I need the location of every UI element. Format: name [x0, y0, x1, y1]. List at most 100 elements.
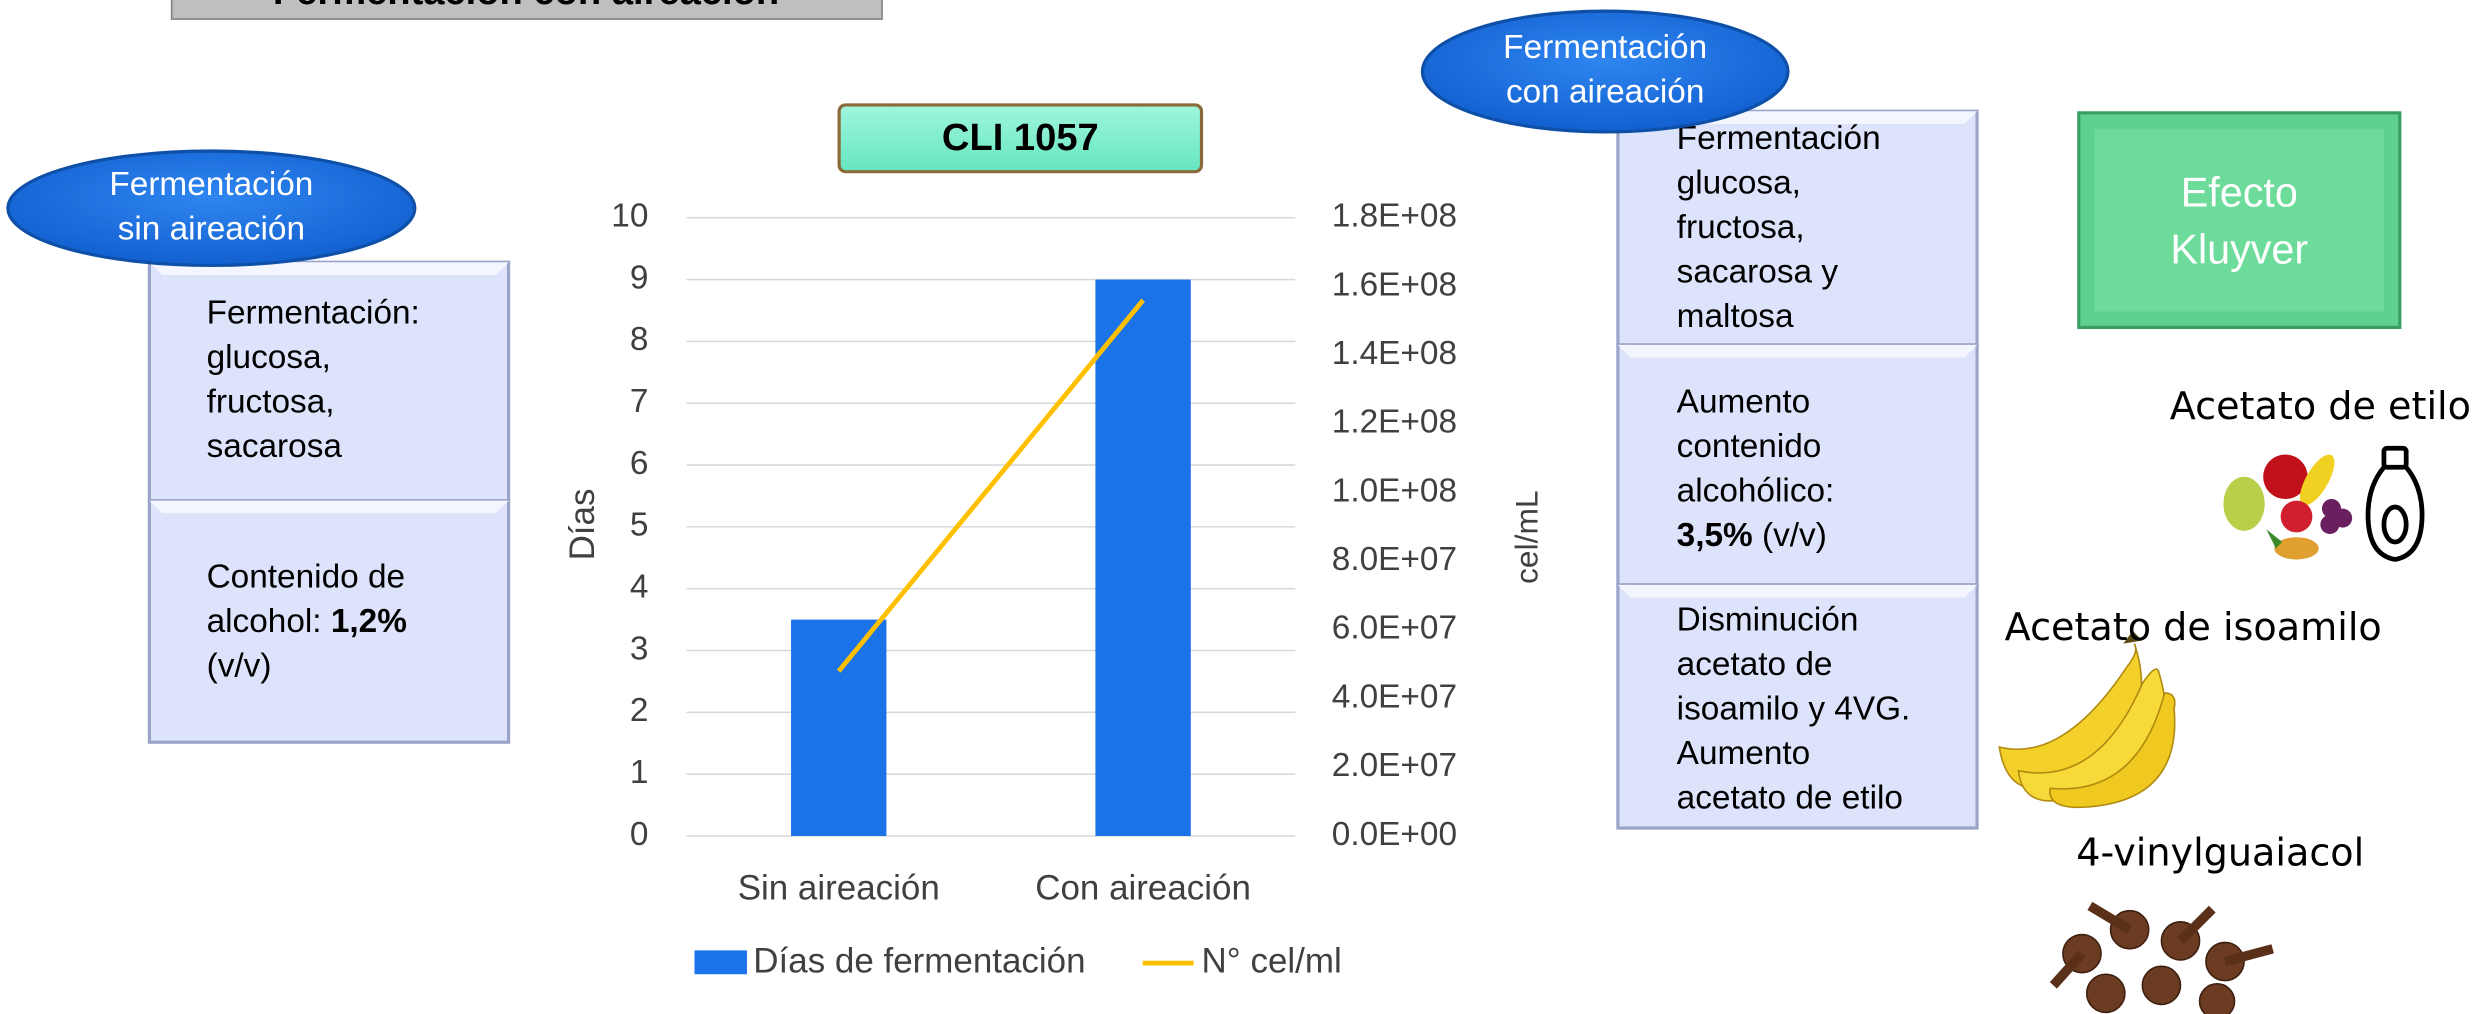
- text-run: alcohólico:: [1677, 473, 1835, 510]
- y2-tick-label: 0.0E+00: [1332, 816, 1457, 853]
- text-run: isoamilo y 4VG.: [1677, 690, 1911, 727]
- text-run: glucosa,: [207, 339, 331, 376]
- text-run: fructosa,: [1677, 209, 1805, 246]
- text-box: [1616, 109, 1979, 347]
- aroma-label: Acetato de etilo: [2170, 384, 2471, 428]
- text-run: sacarosa: [207, 428, 343, 465]
- kluyver-face: [2094, 128, 2384, 312]
- y2-tick-label: 1.4E+08: [1332, 335, 1457, 372]
- box-text: maltosa: [1677, 298, 1794, 335]
- box-text: contenido: [1677, 428, 1822, 465]
- text-run: alcohol:: [207, 603, 331, 640]
- text-run: glucosa,: [1677, 164, 1801, 201]
- text-run: sacarosa y: [1677, 253, 1839, 290]
- bar: [1095, 279, 1191, 836]
- box-text: Disminución: [1677, 601, 1859, 638]
- box-text: (v/v): [207, 647, 272, 684]
- aroma-label: 4-vinylguaiacol: [2076, 831, 2364, 875]
- box-text: alcohólico:: [1677, 473, 1835, 510]
- text-run: fructosa,: [207, 384, 335, 421]
- cloves-icon: [2049, 901, 2274, 1014]
- badge-text: Fermentación: [109, 166, 313, 203]
- y-tick-label: 10: [611, 198, 648, 235]
- text-run: acetato de etilo: [1677, 779, 1903, 816]
- y2-tick-label: 1.6E+08: [1332, 266, 1457, 303]
- y2-tick-label: 4.0E+07: [1332, 678, 1457, 715]
- text-run: contenido: [1677, 428, 1822, 465]
- box-bevel: [149, 500, 509, 514]
- y-tick-label: 9: [630, 259, 649, 296]
- y2-tick-label: 1.2E+08: [1332, 404, 1457, 441]
- text-run: maltosa: [1677, 298, 1794, 335]
- box-text: alcohol: 1,2%: [207, 603, 407, 640]
- text-run: Aumento: [1677, 735, 1811, 772]
- box-text: Fermentación: [1677, 120, 1881, 157]
- badge: [1420, 9, 1790, 134]
- text-run: Fermentación: [1677, 120, 1881, 157]
- text-run: acetato de: [1677, 646, 1833, 683]
- y-tick-label: 8: [630, 321, 649, 358]
- bottle-icon: [2365, 445, 2425, 562]
- badge-text: con aireación: [1506, 74, 1704, 111]
- x-tick-label: Sin aireación: [738, 868, 940, 907]
- box-text: Aumento: [1677, 384, 1811, 421]
- y2-tick-label: 2.0E+07: [1332, 747, 1457, 784]
- box-text: Fermentación:: [207, 295, 420, 332]
- y-tick-label: 5: [630, 507, 649, 544]
- fruit-icon: [2223, 454, 2353, 560]
- y2-tick-label: 1.8E+08: [1332, 198, 1457, 235]
- box-text: sacarosa: [207, 428, 343, 465]
- line: [836, 298, 1145, 673]
- y2-axis-label: cel/mL: [1508, 490, 1544, 584]
- slide-title: Fermentación con aireación: [273, 0, 779, 13]
- y2-tick-label: 1.0E+08: [1332, 472, 1457, 509]
- text-run: Disminución: [1677, 601, 1859, 638]
- box-text: glucosa,: [1677, 164, 1801, 201]
- chart-title: CLI 1057: [942, 116, 1099, 159]
- y-tick-label: 0: [630, 816, 649, 853]
- y-tick-label: 3: [630, 630, 649, 667]
- box-text: glucosa,: [207, 339, 331, 376]
- box-text: isoamilo y 4VG.: [1677, 690, 1911, 727]
- y-tick-label: 1: [630, 754, 649, 791]
- box-bevel: [1617, 584, 1978, 598]
- y-tick-label: 6: [630, 445, 649, 482]
- text-run: 3,5%: [1677, 517, 1753, 554]
- y-tick-label: 7: [630, 383, 649, 420]
- y2-tick-label: 6.0E+07: [1332, 610, 1457, 647]
- legend-label: N° cel/ml: [1202, 941, 1342, 980]
- box-text: fructosa,: [207, 384, 335, 421]
- slide-title-box: [170, 0, 883, 20]
- kluyver-text: Efecto: [2181, 169, 2298, 215]
- legend-swatch: [694, 950, 747, 975]
- text-run: Fermentación:: [207, 295, 420, 332]
- x-tick-label: Con aireación: [1035, 868, 1251, 907]
- y-axis-label: Días: [563, 489, 602, 561]
- chart-title-box: [837, 103, 1204, 174]
- y-tick-label: 2: [630, 692, 649, 729]
- bar: [791, 619, 887, 836]
- badge: [6, 149, 417, 268]
- text-box: [1616, 343, 1979, 587]
- text-run: (v/v): [207, 647, 272, 684]
- banana-icon: [1998, 630, 2176, 809]
- box-text: fructosa,: [1677, 209, 1805, 246]
- text-box: [147, 499, 511, 744]
- text-run: Aumento: [1677, 384, 1811, 421]
- box-text: 3,5% (v/v): [1677, 517, 1827, 554]
- box-text: acetato de: [1677, 646, 1833, 683]
- box-bevel: [1617, 344, 1978, 358]
- text-run: (v/v): [1753, 517, 1827, 554]
- y2-tick-label: 8.0E+07: [1332, 541, 1457, 578]
- legend-label: Días de fermentación: [753, 941, 1085, 980]
- badge-text: sin aireación: [118, 210, 305, 247]
- text-run: 1,2%: [331, 603, 407, 640]
- box-text: Contenido de: [207, 558, 405, 595]
- box-text: sacarosa y: [1677, 253, 1839, 290]
- text-box: [1616, 583, 1979, 830]
- kluyver-text: Kluyver: [2170, 227, 2308, 273]
- text-run: Contenido de: [207, 558, 405, 595]
- aroma-label: Acetato de isoamilo: [2005, 605, 2382, 649]
